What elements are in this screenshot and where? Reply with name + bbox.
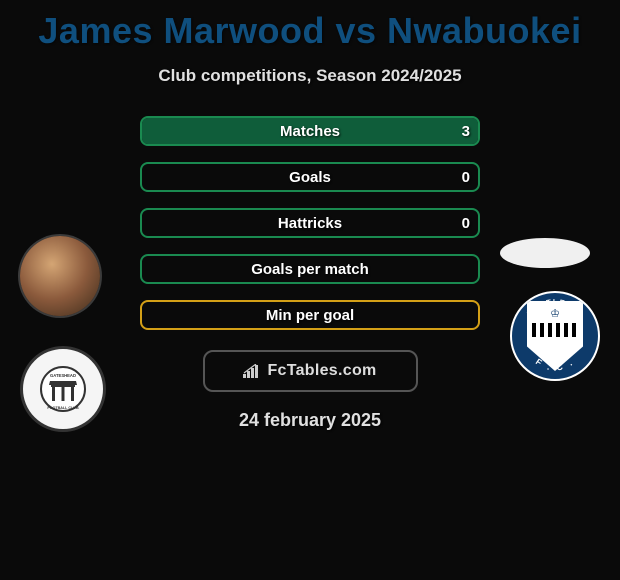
stat-label: Goals xyxy=(289,169,331,186)
watermark-text: FcTables.com xyxy=(267,362,376,380)
crown-icon: ♔ xyxy=(550,307,560,320)
stat-bar: Matches 3 xyxy=(140,116,480,146)
stat-value: 3 xyxy=(462,123,470,140)
stat-label: Goals per match xyxy=(251,261,369,278)
checker-pattern-icon xyxy=(532,323,578,337)
stat-bar: Min per goal xyxy=(140,300,480,330)
subtitle: Club competitions, Season 2024/2025 xyxy=(0,66,620,86)
stats-bars: Matches 3 Goals 0 Hattricks 0 Goals per match M… xyxy=(140,116,480,330)
stat-value: 0 xyxy=(462,215,470,232)
stat-label: Matches xyxy=(280,123,340,140)
stat-label: Min per goal xyxy=(266,307,354,324)
right-player-avatar xyxy=(500,238,590,268)
watermark-box: FcTables.com xyxy=(203,350,418,392)
left-club-badge: GATESHEAD FOOTBALL CLUB xyxy=(20,346,106,432)
left-player-avatar xyxy=(20,236,100,316)
gateshead-badge-icon: GATESHEAD FOOTBALL CLUB xyxy=(39,365,87,413)
svg-text:FOOTBALL CLUB: FOOTBALL CLUB xyxy=(47,406,79,410)
stat-value: 0 xyxy=(462,169,470,186)
stat-bar: Hattricks 0 xyxy=(140,208,480,238)
eastleigh-shield-icon: ♔ xyxy=(520,301,590,371)
stat-bar: Goals per match xyxy=(140,254,480,284)
svg-text:GATESHEAD: GATESHEAD xyxy=(50,373,76,378)
stat-bar: Goals 0 xyxy=(140,162,480,192)
fctables-logo-icon xyxy=(243,364,261,378)
page-title: James Marwood vs Nwabuokei xyxy=(0,0,620,52)
stat-label: Hattricks xyxy=(278,215,342,232)
right-club-badge: ♔ EASTLEIGH F . C . xyxy=(510,291,600,381)
content-area: GATESHEAD FOOTBALL CLUB ♔ EASTLEIGH F . … xyxy=(0,116,620,431)
